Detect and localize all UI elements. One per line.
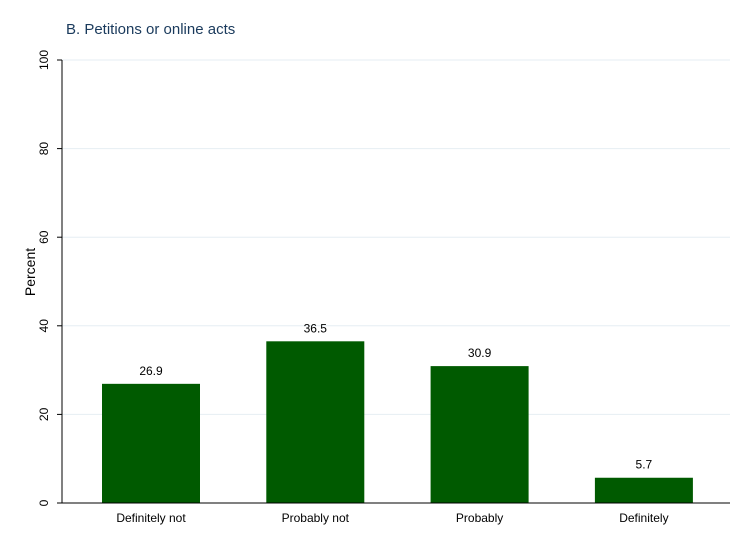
bars xyxy=(102,341,693,503)
x-tick-label: Probably not xyxy=(282,511,350,525)
bar xyxy=(266,341,365,503)
bar xyxy=(102,383,200,503)
bar xyxy=(594,477,693,503)
y-tick-label: 0 xyxy=(37,499,51,506)
bar-value-label: 30.9 xyxy=(468,346,492,360)
bar xyxy=(430,366,529,503)
y-tick-label: 20 xyxy=(37,407,51,421)
bar-value-label: 5.7 xyxy=(636,458,653,472)
y-tick-label: 80 xyxy=(37,142,51,156)
x-tick-label: Definitely not xyxy=(116,511,186,525)
bar-value-label: 26.9 xyxy=(139,364,163,378)
y-axis: 0 20 40 60 80 100 xyxy=(37,50,63,506)
y-tick-label: 60 xyxy=(37,230,51,244)
chart-title: B. Petitions or online acts xyxy=(66,21,236,38)
y-tick-label: 100 xyxy=(37,50,51,70)
y-axis-label: Percent xyxy=(22,248,38,296)
x-tick-label: Probably xyxy=(456,511,503,525)
y-tick-label: 40 xyxy=(37,319,51,333)
value-labels: 26.9 36.5 30.9 5.7 xyxy=(139,321,652,471)
gridlines xyxy=(62,59,730,415)
x-tick-label: Definitely xyxy=(619,511,668,525)
x-axis: Definitely not Probably not Probably Defini… xyxy=(62,502,730,525)
bar-value-label: 36.5 xyxy=(304,321,328,335)
